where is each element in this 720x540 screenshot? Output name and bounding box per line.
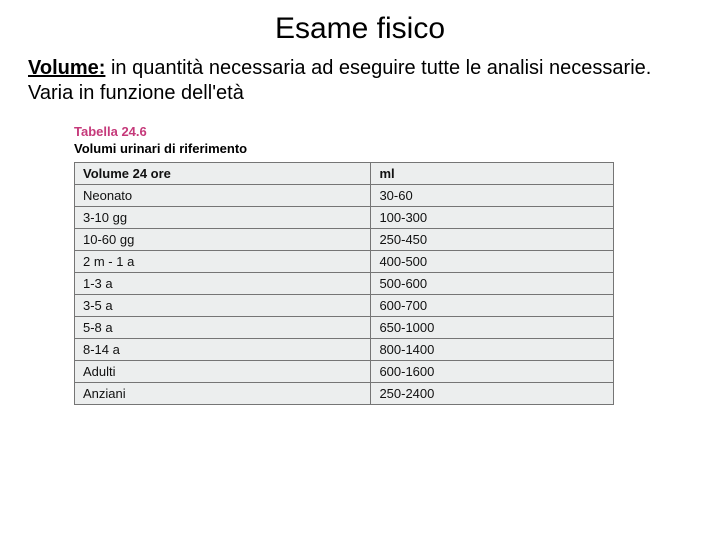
lead-paragraph: Volume: in quantità necessaria ad esegui…: [28, 56, 692, 106]
table-subtitle: Volumi urinari di riferimento: [74, 141, 614, 156]
lead-text-1: in quantità necessaria ad eseguire tutte…: [105, 57, 651, 79]
page-title: Esame fisico: [28, 12, 692, 46]
table-cell: 2 m - 1 a: [75, 251, 371, 273]
table-cell: 3-5 a: [75, 295, 371, 317]
lead-text-2: Varia in funzione dell'età: [28, 82, 244, 104]
table-label: Tabella 24.6: [74, 124, 614, 139]
table-row: 8-14 a 800-1400: [75, 339, 614, 361]
reference-table: Volume 24 ore ml Neonato 30-60 3-10 gg 1…: [74, 162, 614, 405]
table-cell: 100-300: [371, 207, 614, 229]
table-cell: 650-1000: [371, 317, 614, 339]
table-row: Neonato 30-60: [75, 185, 614, 207]
table-row: 5-8 a 650-1000: [75, 317, 614, 339]
reference-table-wrap: Tabella 24.6 Volumi urinari di riferimen…: [74, 124, 614, 405]
table-row: 3-10 gg 100-300: [75, 207, 614, 229]
table-cell: Adulti: [75, 361, 371, 383]
table-cell: 8-14 a: [75, 339, 371, 361]
table-row: 1-3 a 500-600: [75, 273, 614, 295]
table-cell: 250-450: [371, 229, 614, 251]
table-header-c2: ml: [371, 163, 614, 185]
table-cell: 600-700: [371, 295, 614, 317]
table-header-c1: Volume 24 ore: [75, 163, 371, 185]
table-row: 2 m - 1 a 400-500: [75, 251, 614, 273]
table-cell: Neonato: [75, 185, 371, 207]
table-cell: 30-60: [371, 185, 614, 207]
table-cell: 3-10 gg: [75, 207, 371, 229]
lead-keyword: Volume:: [28, 57, 105, 79]
table-cell: 500-600: [371, 273, 614, 295]
table-cell: 10-60 gg: [75, 229, 371, 251]
table-row: Anziani 250-2400: [75, 383, 614, 405]
table-row: Adulti 600-1600: [75, 361, 614, 383]
table-header-row: Volume 24 ore ml: [75, 163, 614, 185]
slide: Esame fisico Volume: in quantità necessa…: [0, 0, 720, 405]
table-cell: 800-1400: [371, 339, 614, 361]
table-cell: 400-500: [371, 251, 614, 273]
table-cell: 600-1600: [371, 361, 614, 383]
table-cell: Anziani: [75, 383, 371, 405]
table-row: 10-60 gg 250-450: [75, 229, 614, 251]
table-cell: 5-8 a: [75, 317, 371, 339]
table-cell: 1-3 a: [75, 273, 371, 295]
table-row: 3-5 a 600-700: [75, 295, 614, 317]
table-cell: 250-2400: [371, 383, 614, 405]
